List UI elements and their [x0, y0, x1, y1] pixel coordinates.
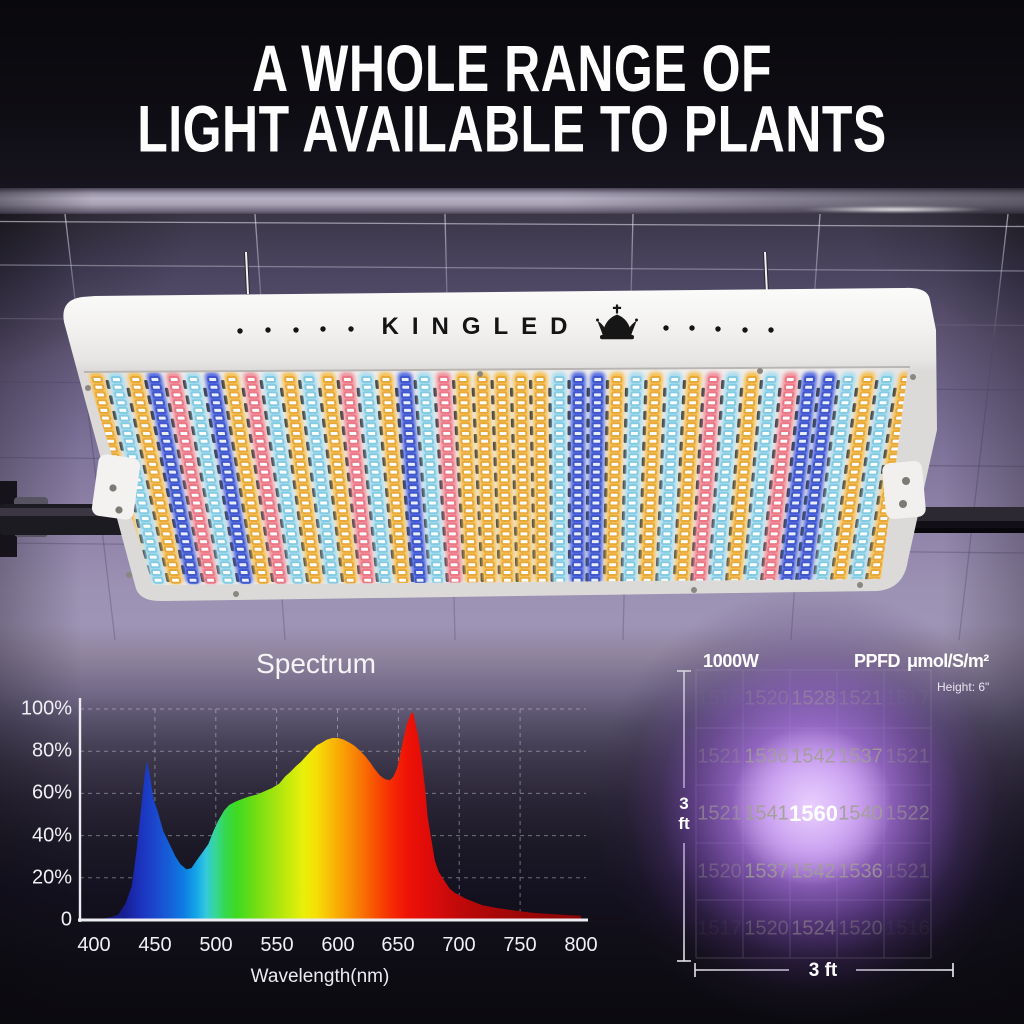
svg-text:KINGLED: KINGLED — [382, 313, 581, 340]
